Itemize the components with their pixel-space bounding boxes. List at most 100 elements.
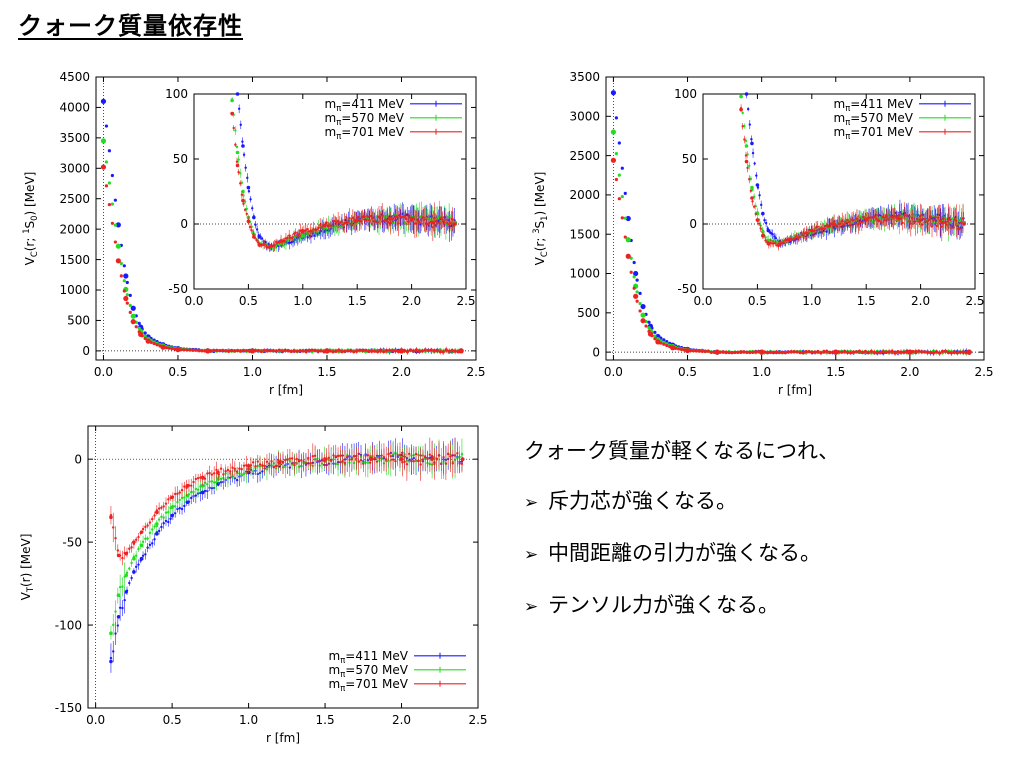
vc-3s1-inset-point bbox=[940, 225, 944, 228]
vc-3s1-point bbox=[623, 191, 627, 195]
vc-3s1-inset-point bbox=[875, 217, 878, 221]
vc-3s1-point bbox=[822, 349, 826, 354]
vt-data-point bbox=[430, 457, 434, 461]
vt-point bbox=[357, 460, 360, 463]
vc-1s0-inset-point bbox=[310, 230, 314, 233]
vc-3s1-inset-data-point bbox=[897, 217, 901, 221]
vc-3s1-point bbox=[653, 337, 657, 341]
vc-1s0-xtick-label: 2.5 bbox=[466, 365, 485, 379]
vt-point bbox=[226, 468, 230, 472]
vc-3s1-point bbox=[632, 286, 636, 290]
vc-1s0-inset-point bbox=[317, 226, 320, 230]
vc-1s0-inset-xtick-label: 2.0 bbox=[402, 294, 421, 308]
vc-1s0-point bbox=[119, 274, 123, 278]
vc-1s0-point bbox=[447, 349, 451, 353]
vt-point bbox=[242, 472, 246, 476]
vc-1s0-data-point bbox=[130, 305, 136, 311]
vt-data-point bbox=[246, 464, 251, 468]
vc-1s0-point bbox=[373, 349, 377, 353]
vt-point bbox=[176, 492, 179, 495]
vt-point bbox=[368, 461, 372, 464]
vt-point bbox=[176, 500, 179, 504]
vc-3s1-inset-point bbox=[881, 215, 885, 219]
vc-3s1-point bbox=[771, 350, 776, 354]
bullet-item: ➢ 斥力芯が強くなる。 bbox=[524, 476, 839, 528]
vc-3s1-inset-point bbox=[938, 219, 942, 222]
vc-3s1-point bbox=[851, 350, 856, 354]
vc-1s0-point bbox=[107, 202, 112, 207]
vc-3s1-point bbox=[893, 351, 897, 355]
vc-3s1-point bbox=[617, 141, 621, 145]
vt-point bbox=[458, 462, 461, 465]
vc-1s0-inset-point bbox=[273, 244, 276, 247]
vt-point bbox=[164, 502, 168, 505]
vc-1s0-point bbox=[125, 293, 129, 297]
vc-3s1-point bbox=[691, 349, 696, 353]
vc-3s1-inset-point bbox=[774, 242, 777, 245]
vc-1s0-point bbox=[340, 349, 344, 354]
vc-3s1-point bbox=[754, 350, 758, 354]
vc-3s1-inset-data-point bbox=[750, 185, 754, 190]
vt-point bbox=[235, 470, 239, 473]
vt-ytick-label: -50 bbox=[62, 535, 82, 549]
vc-1s0-inset-point bbox=[384, 218, 387, 221]
vt-point bbox=[144, 553, 147, 556]
vc-3s1-point bbox=[816, 349, 820, 354]
vc-3s1-inset-point bbox=[880, 221, 883, 224]
vc-3s1-point bbox=[932, 351, 936, 355]
vc-3s1-ytick-label: 2000 bbox=[569, 188, 600, 202]
bullet-marker-icon: ➢ bbox=[524, 545, 539, 565]
vc-3s1-point bbox=[638, 309, 642, 313]
vc-1s0-point bbox=[337, 348, 341, 352]
vc-3s1-inset-data-point bbox=[739, 107, 743, 112]
vc-1s0-inset-point bbox=[359, 220, 363, 223]
vt-data-point bbox=[116, 593, 121, 597]
vc-3s1-point bbox=[934, 350, 939, 354]
vt-point bbox=[313, 454, 317, 458]
vt-point bbox=[352, 461, 356, 465]
vt-point bbox=[446, 452, 450, 456]
vc-3s1-point bbox=[866, 350, 870, 355]
vt-point bbox=[359, 458, 363, 462]
vc-1s0-inset-point bbox=[237, 158, 240, 161]
vt-point bbox=[362, 462, 365, 465]
vc-1s0-inset-point bbox=[446, 221, 449, 225]
vt-point bbox=[203, 489, 207, 493]
vc-3s1-inset-point bbox=[894, 216, 898, 220]
vc-3s1-inset-data-point bbox=[810, 228, 814, 233]
vt-point bbox=[190, 484, 193, 487]
vc-1s0-inset-data-point bbox=[241, 198, 245, 203]
vt-point bbox=[430, 454, 434, 458]
summary-intro: クォーク質量が軽くなるにつれ、 bbox=[524, 439, 840, 463]
vc-3s1-inset-point bbox=[878, 219, 881, 223]
vc-1s0-ytick-label: 4500 bbox=[59, 70, 90, 84]
vc-3s1-data-point bbox=[907, 349, 913, 355]
vc-3s1-inset-point bbox=[855, 217, 859, 221]
vt-point bbox=[144, 537, 147, 540]
vc-1s0-point bbox=[122, 264, 126, 268]
vt-point bbox=[141, 540, 145, 544]
vt-point bbox=[444, 462, 448, 465]
vc-3s1-inset-data-point bbox=[788, 237, 792, 242]
vc-3s1-inset-point bbox=[748, 164, 751, 168]
vc-3s1-inset-point bbox=[752, 205, 756, 208]
vt-point bbox=[426, 457, 429, 461]
vc-3s1-inset-point bbox=[952, 226, 955, 229]
vc-1s0-inset-point bbox=[237, 107, 241, 111]
vt-point bbox=[183, 504, 186, 508]
vc-1s0-point bbox=[185, 348, 189, 352]
vt-point bbox=[265, 460, 269, 463]
vc-1s0-ytick-label: 0 bbox=[82, 344, 90, 358]
vc-1s0-ytick-label: 3500 bbox=[59, 131, 90, 145]
legend-label: mπ=411 MeV bbox=[325, 97, 405, 113]
vt-xtick-label: 2.0 bbox=[392, 713, 411, 727]
vc-3s1-point bbox=[653, 334, 657, 338]
vt-point bbox=[130, 576, 133, 580]
vt-point bbox=[401, 461, 404, 464]
vt-point bbox=[148, 543, 152, 547]
vc-3s1-inset-point bbox=[759, 227, 762, 230]
vc-1s0-point bbox=[125, 301, 129, 305]
vc-1s0-point bbox=[241, 348, 246, 353]
vc-3s1-inset-point bbox=[798, 235, 802, 239]
